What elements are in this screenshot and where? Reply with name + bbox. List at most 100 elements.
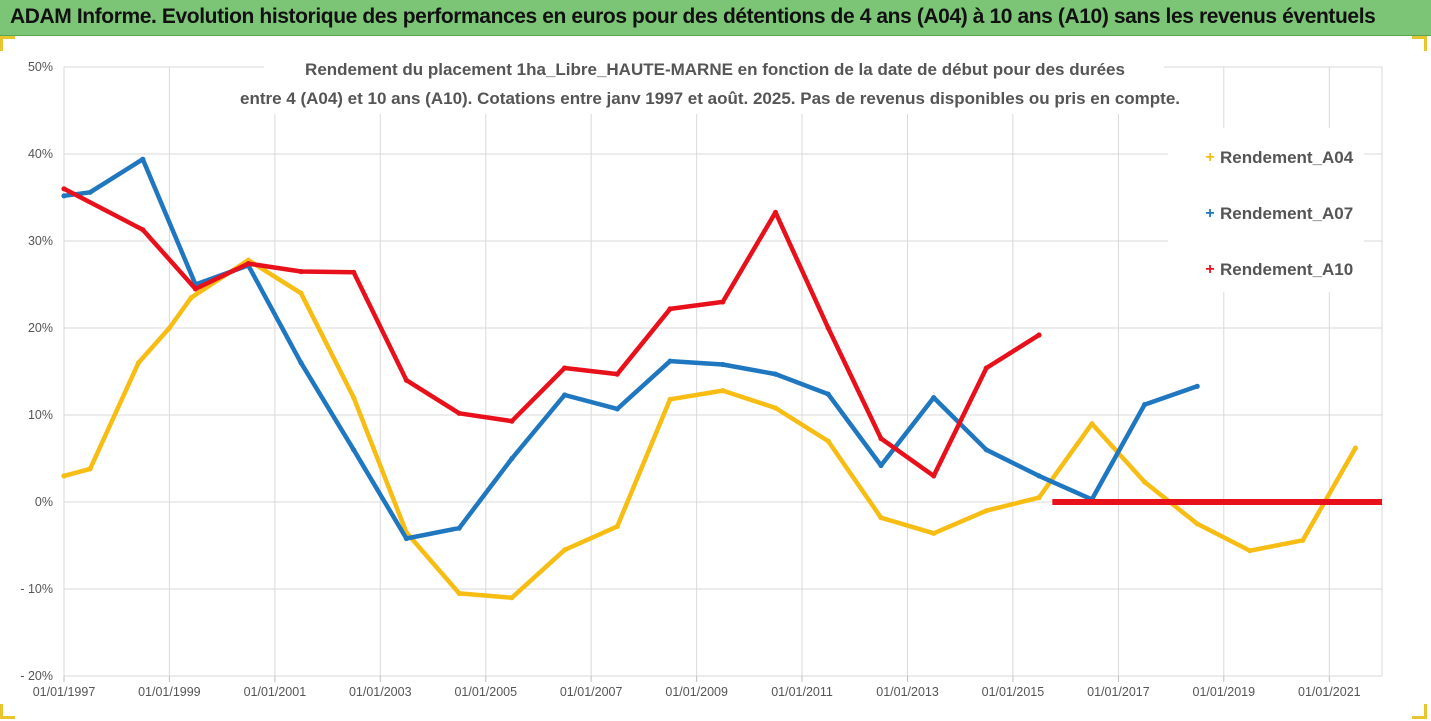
data-point-rendement-a07	[667, 358, 673, 364]
legend-item-rendement-a07: + Rendement_A07	[1205, 204, 1353, 223]
data-point-rendement-a10	[825, 325, 831, 331]
data-point-rendement-a10	[61, 186, 67, 192]
data-point-rendement-a04	[772, 405, 779, 411]
frame-corner-bottom-right	[1412, 704, 1427, 719]
data-point-rendement-a10	[351, 269, 357, 275]
chart-title-line-2: entre 4 (A04) et 10 ans (A10). Cotations…	[240, 89, 1180, 108]
data-point-rendement-a07	[614, 406, 620, 412]
y-tick-label: 10%	[28, 408, 53, 422]
series	[61, 156, 1382, 601]
x-tick-label: 01/01/2003	[349, 685, 412, 699]
data-point-rendement-a04	[983, 508, 990, 514]
x-tick-label: 01/01/2001	[244, 685, 307, 699]
data-point-rendement-a04	[614, 523, 620, 530]
data-point-rendement-a10	[720, 299, 726, 305]
x-tick-label: 01/01/2009	[665, 685, 728, 699]
chart-title-line-1: Rendement du placement 1ha_Libre_HAUTE-M…	[305, 60, 1125, 79]
data-point-rendement-a07	[983, 447, 990, 453]
data-point-rendement-a10	[772, 209, 779, 215]
data-point-rendement-a10	[667, 306, 673, 312]
data-point-rendement-a07	[140, 156, 146, 162]
data-point-rendement-a04	[562, 547, 568, 553]
data-point-rendement-a07	[1142, 402, 1148, 408]
x-tick-label: 01/01/2019	[1193, 685, 1256, 699]
data-point-rendement-a10	[983, 365, 990, 371]
y-tick-label: - 20%	[20, 669, 53, 683]
data-point-rendement-a10	[298, 268, 304, 275]
x-tick-label: 01/01/2017	[1087, 685, 1150, 699]
legend: + Rendement_A04 + Rendement_A07 + Rendement_A…	[1168, 128, 1364, 292]
data-point-rendement-a07	[1036, 473, 1042, 479]
data-point-rendement-a04	[87, 466, 93, 472]
data-point-rendement-a04	[825, 438, 831, 444]
y-axis: 50% 40% 30% 20% 10% 0% - 10% - 20%	[20, 60, 53, 683]
data-point-rendement-a07	[772, 371, 779, 377]
legend-item-rendement-a10: + Rendement_A10	[1205, 260, 1353, 279]
legend-label: Rendement_A04	[1220, 148, 1354, 167]
x-axis: 01/01/1997 01/01/1999 01/01/2001 01/01/2003…	[33, 685, 1361, 699]
data-point-rendement-a07	[562, 392, 568, 398]
data-point-rendement-a10	[614, 371, 620, 377]
data-point-rendement-a07	[509, 455, 515, 462]
frame-corner-top-right	[1412, 36, 1427, 51]
chart-title: Rendement du placement 1ha_Libre_HAUTE-M…	[240, 52, 1180, 114]
banner-title: ADAM Informe. Evolution historique des p…	[10, 5, 1376, 28]
data-point-rendement-a10	[456, 410, 462, 416]
data-point-rendement-a10	[1036, 332, 1042, 338]
data-point-rendement-a07	[878, 462, 884, 469]
legend-label: Rendement_A10	[1220, 260, 1353, 279]
y-tick-label: 40%	[28, 147, 53, 161]
data-point-rendement-a07	[403, 535, 409, 542]
data-point-rendement-a10	[931, 473, 937, 479]
y-tick-label: 50%	[28, 60, 53, 74]
data-point-rendement-a04	[1036, 495, 1042, 501]
legend-marker-icon: +	[1205, 149, 1214, 166]
data-point-rendement-a07	[61, 193, 67, 199]
legend-marker-icon: +	[1205, 205, 1214, 222]
data-point-rendement-a04	[456, 590, 462, 597]
series-rendement-a10	[61, 186, 1382, 505]
data-point-rendement-a04	[1089, 421, 1095, 427]
series-line-rendement-a04	[61, 257, 1358, 600]
data-point-rendement-a07	[351, 447, 357, 453]
banner: ADAM Informe. Evolution historique des p…	[0, 0, 1431, 36]
x-tick-label: 01/01/2013	[876, 685, 939, 699]
data-point-rendement-a07	[720, 361, 726, 368]
data-point-rendement-a04	[298, 290, 304, 296]
y-tick-label: 20%	[28, 321, 53, 335]
data-point-rendement-a04	[351, 395, 357, 401]
data-point-rendement-a07	[87, 189, 93, 195]
data-point-rendement-a04	[135, 360, 142, 366]
data-point-rendement-a04	[1300, 537, 1306, 543]
data-point-rendement-a07	[1194, 383, 1200, 389]
y-tick-label: 0%	[35, 495, 53, 509]
data-point-rendement-a04	[720, 388, 726, 394]
data-point-rendement-a04	[188, 295, 194, 301]
data-point-rendement-a10	[403, 377, 409, 383]
legend-marker-icon: +	[1205, 261, 1214, 278]
x-tick-label: 01/01/2005	[454, 685, 517, 699]
data-point-rendement-a04	[61, 473, 67, 479]
y-tick-label: 30%	[28, 234, 53, 248]
data-point-rendement-a10	[192, 286, 199, 292]
x-tick-label: 01/01/2021	[1298, 685, 1361, 699]
data-point-rendement-a04	[166, 325, 172, 331]
data-point-rendement-a07	[456, 525, 462, 531]
data-point-rendement-a07	[825, 391, 831, 397]
x-tick-label: 01/01/2015	[982, 685, 1045, 699]
data-point-rendement-a10	[140, 227, 146, 233]
x-tick-label: 01/01/1997	[33, 685, 96, 699]
legend-label: Rendement_A07	[1220, 204, 1353, 223]
data-point-rendement-a04	[667, 396, 673, 402]
x-tick-label: 01/01/1999	[138, 685, 201, 699]
series-rendement-a07	[61, 156, 1200, 542]
data-point-rendement-a10	[562, 365, 568, 371]
series-line-rendement-a07	[61, 156, 1200, 541]
data-point-rendement-a07	[931, 395, 937, 401]
legend-item-rendement-a04: + Rendement_A04	[1205, 148, 1353, 167]
data-point-rendement-a04	[1352, 445, 1358, 451]
series-line-rendement-a10	[61, 186, 1042, 479]
data-point-rendement-a10	[245, 261, 251, 267]
data-point-rendement-a04	[1142, 479, 1148, 485]
